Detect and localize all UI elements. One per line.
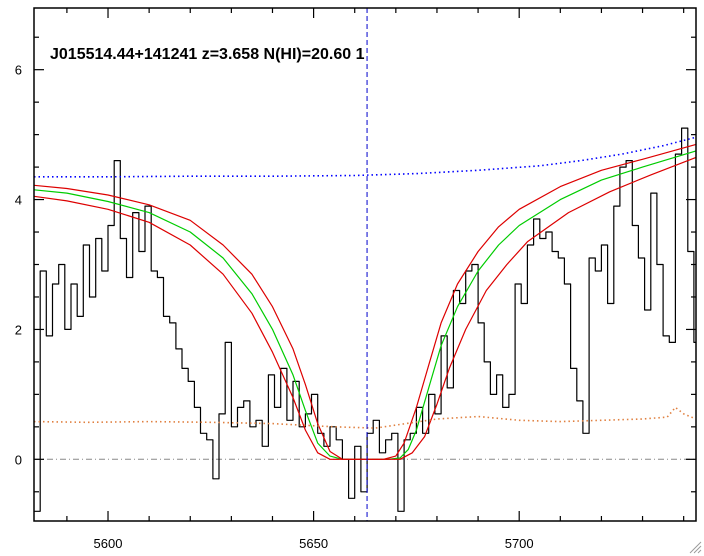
flux-spectrum	[34, 127, 696, 512]
y-tick-label: 6	[15, 63, 22, 78]
fit-upper-bound	[33, 143, 697, 460]
y-tick-label: 0	[15, 452, 22, 467]
x-tick-label: 5600	[94, 536, 123, 551]
x-tick-label: 5650	[299, 536, 328, 551]
chart-title: J015514.44+141241 z=3.658 N(HI)=20.60 1	[50, 46, 365, 63]
plot-axes: 5600 5650 5700 0 2 4 6	[15, 7, 697, 551]
damped-fit-curve	[33, 150, 697, 460]
x-tick-label: 5700	[505, 536, 534, 551]
plot-curves	[33, 8, 697, 521]
resize-grip-icon[interactable]	[688, 540, 702, 554]
y-tick-label: 4	[15, 193, 22, 208]
y-tick-label: 2	[15, 322, 22, 337]
fit-lower-bound	[33, 156, 697, 460]
error-spectrum	[33, 406, 697, 429]
continuum-curve	[34, 136, 697, 178]
